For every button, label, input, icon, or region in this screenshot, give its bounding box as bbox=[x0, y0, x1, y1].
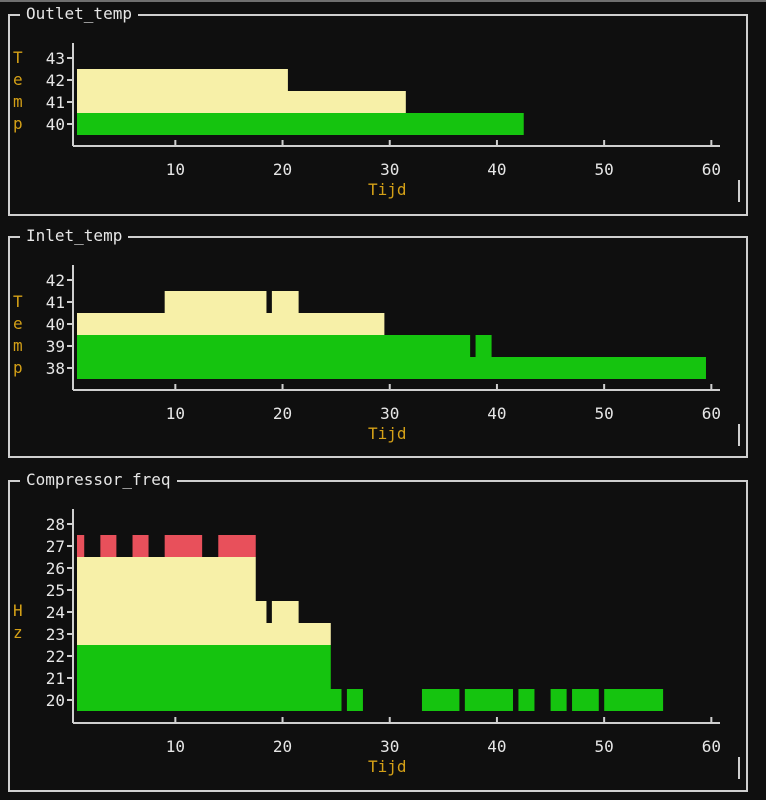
bar-segment bbox=[475, 335, 492, 357]
x-tick-label: 20 bbox=[273, 404, 292, 423]
bar-segment bbox=[100, 535, 117, 557]
x-tick-label: 20 bbox=[273, 737, 292, 756]
x-tick-label: 50 bbox=[595, 404, 614, 423]
outlet-temp-panel: Outlet_temp bbox=[8, 4, 748, 216]
y-tick-label: 25 bbox=[46, 581, 65, 600]
bar-segment bbox=[164, 291, 267, 313]
y-tick-label: 40 bbox=[46, 315, 65, 334]
y-tick-label: 20 bbox=[46, 691, 65, 710]
y-tick-label: 42 bbox=[46, 271, 65, 290]
bar-segment bbox=[77, 645, 331, 667]
bar-segment bbox=[77, 623, 331, 645]
scroll-marker bbox=[738, 757, 740, 779]
bar-segment bbox=[77, 667, 331, 689]
x-tick-label: 20 bbox=[273, 160, 292, 179]
y-tick-label: 43 bbox=[46, 49, 65, 68]
x-tick-label: 10 bbox=[166, 404, 185, 423]
inlet-temp-xlabel: Tijd bbox=[368, 424, 407, 443]
ylabel-char: p bbox=[13, 358, 23, 377]
bar-segment bbox=[77, 113, 524, 135]
inlet-temp-panel: Inlet_temp bbox=[8, 226, 748, 458]
ylabel-char: e bbox=[13, 314, 23, 333]
bar-segment bbox=[464, 689, 514, 711]
bar-segment bbox=[77, 357, 706, 379]
ylabel-char: T bbox=[13, 292, 23, 311]
bar-segment bbox=[132, 535, 149, 557]
y-tick-label: 23 bbox=[46, 625, 65, 644]
y-tick-label: 41 bbox=[46, 293, 65, 312]
y-tick-label: 22 bbox=[46, 647, 65, 666]
ylabel-char: e bbox=[13, 70, 23, 89]
outlet-temp-xlabel: Tijd bbox=[368, 180, 407, 199]
x-tick-label: 50 bbox=[595, 737, 614, 756]
bar-segment bbox=[164, 535, 203, 557]
ylabel-char: z bbox=[13, 623, 23, 642]
x-tick-label: 40 bbox=[487, 160, 506, 179]
bar-segment bbox=[271, 291, 299, 313]
panel-title: Compressor_freq bbox=[20, 470, 177, 490]
x-tick-label: 30 bbox=[380, 404, 399, 423]
ylabel-char: H bbox=[13, 601, 23, 620]
y-tick-label: 24 bbox=[46, 603, 65, 622]
y-tick-label: 41 bbox=[46, 93, 65, 112]
bar-segment bbox=[77, 335, 471, 357]
panel-title: Inlet_temp bbox=[20, 226, 129, 246]
bar-segment bbox=[77, 557, 256, 579]
y-tick-label: 26 bbox=[46, 559, 65, 578]
x-tick-label: 50 bbox=[595, 160, 614, 179]
bar-segment bbox=[218, 535, 256, 557]
x-tick-label: 60 bbox=[702, 404, 721, 423]
bar-segment bbox=[518, 689, 535, 711]
bar-segment bbox=[77, 69, 288, 91]
compressor-freq-xlabel: Tijd bbox=[368, 757, 407, 776]
scroll-marker bbox=[738, 180, 740, 202]
ylabel-char: m bbox=[13, 336, 23, 355]
x-tick-label: 40 bbox=[487, 404, 506, 423]
bar-segment bbox=[77, 601, 267, 623]
y-tick-label: 27 bbox=[46, 537, 65, 556]
x-tick-label: 60 bbox=[702, 737, 721, 756]
top-border-fragment bbox=[0, 0, 766, 2]
bar-segment bbox=[77, 313, 385, 335]
compressor-freq-panel: Compressor_freq bbox=[8, 470, 748, 792]
y-tick-label: 40 bbox=[46, 115, 65, 134]
bar-segment bbox=[346, 689, 363, 711]
bar-segment bbox=[77, 689, 342, 711]
x-tick-label: 30 bbox=[380, 737, 399, 756]
x-tick-label: 10 bbox=[166, 737, 185, 756]
x-tick-label: 10 bbox=[166, 160, 185, 179]
x-tick-label: 60 bbox=[702, 160, 721, 179]
bar-segment bbox=[271, 601, 299, 623]
bar-segment bbox=[572, 689, 599, 711]
bar-segment bbox=[550, 689, 567, 711]
panel-title: Outlet_temp bbox=[20, 4, 138, 24]
bar-segment bbox=[77, 579, 256, 601]
ylabel-char: m bbox=[13, 92, 23, 111]
bar-segment bbox=[421, 689, 460, 711]
ylabel-char: T bbox=[13, 48, 23, 67]
y-tick-label: 39 bbox=[46, 337, 65, 356]
y-tick-label: 42 bbox=[46, 71, 65, 90]
bar-segment bbox=[604, 689, 664, 711]
x-tick-label: 30 bbox=[380, 160, 399, 179]
bar-segment bbox=[77, 535, 85, 557]
y-tick-label: 21 bbox=[46, 669, 65, 688]
y-tick-label: 38 bbox=[46, 359, 65, 378]
x-tick-label: 40 bbox=[487, 737, 506, 756]
bar-segment bbox=[77, 91, 406, 113]
y-tick-label: 28 bbox=[46, 515, 65, 534]
scroll-marker bbox=[738, 424, 740, 446]
ylabel-char: p bbox=[13, 114, 23, 133]
